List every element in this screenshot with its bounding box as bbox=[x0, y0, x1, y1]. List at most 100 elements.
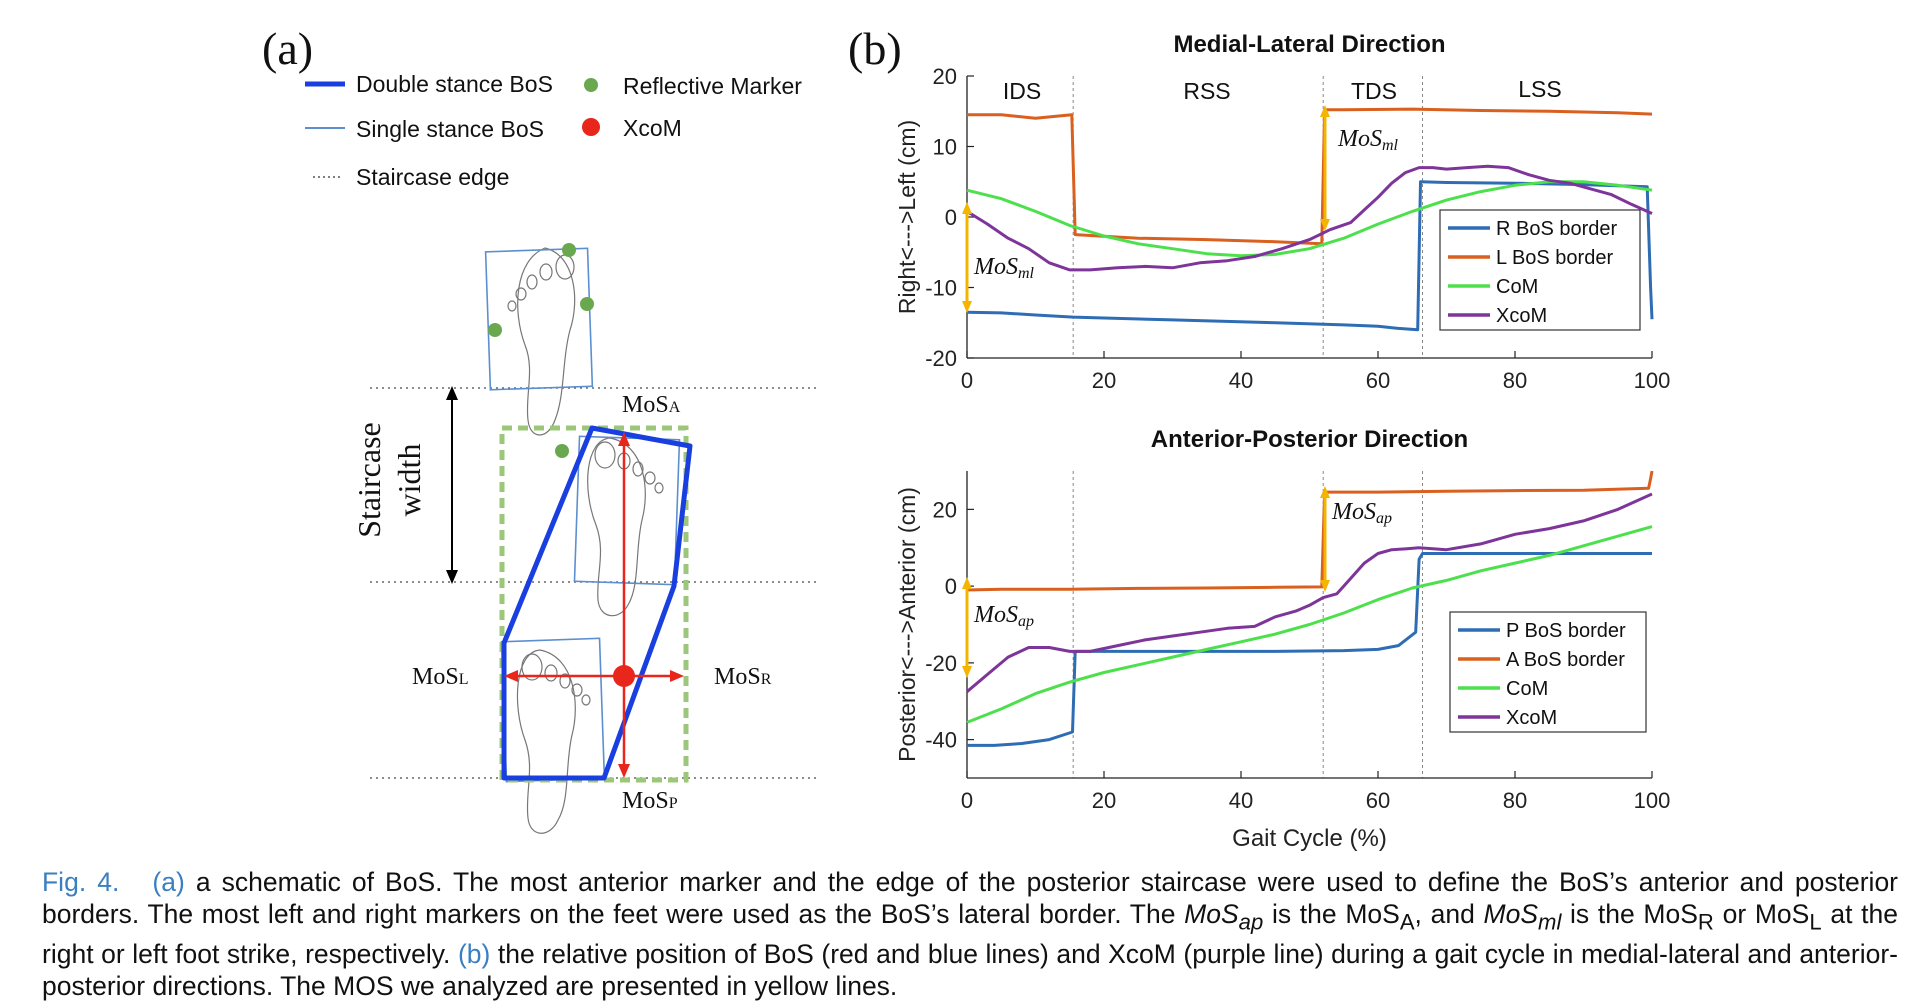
legend-label: CoM bbox=[1506, 678, 1548, 700]
chart-legend bbox=[1439, 209, 1641, 331]
mos-ml-label-right: MoSml bbox=[1337, 126, 1399, 154]
y-tick-label: 0 bbox=[945, 574, 957, 599]
x-tick-label: 0 bbox=[961, 788, 973, 813]
x-axis-label: Gait Cycle (%) bbox=[1232, 825, 1387, 852]
mos-yellow-labels: MoSml MoSml MoSap MoSap bbox=[973, 126, 1399, 630]
caption-ref-b: (b) bbox=[457, 939, 491, 970]
foot-middle-icon bbox=[587, 437, 664, 617]
figure-caption: Fig. 4. (a) a schematic of BoS. The most… bbox=[42, 866, 1898, 1002]
legend-label-staircase-edge: Staircase edge bbox=[356, 164, 509, 190]
phase-label-ids: IDS bbox=[1003, 78, 1041, 104]
x-tick-label: 100 bbox=[1634, 368, 1671, 393]
legend-label: XcoM bbox=[1496, 305, 1547, 327]
caption-sub: L bbox=[1809, 909, 1822, 935]
caption-ref-a: (a) bbox=[152, 867, 185, 897]
chart-legend bbox=[1449, 611, 1647, 733]
caption-fig-label: Fig. 4. bbox=[42, 867, 120, 897]
caption-text: , and bbox=[1414, 899, 1484, 929]
reflective-markers bbox=[488, 243, 594, 458]
caption-text: the relative position of BoS (red and bl… bbox=[42, 939, 1898, 1002]
staircase-width-label-line1: Staircase bbox=[351, 422, 387, 538]
y-tick-label: -40 bbox=[925, 728, 957, 753]
panel-a-legend: Double stance BoS Single stance BoS Stai… bbox=[305, 71, 802, 190]
single-stance-bos-top bbox=[484, 247, 594, 391]
figure: (a) Double stance BoS Single stance BoS … bbox=[262, 23, 1670, 852]
mos-ap-label-right: MoSap bbox=[1331, 499, 1392, 527]
reflective-marker bbox=[562, 243, 576, 257]
series-line bbox=[966, 525, 1653, 724]
xcom-dot bbox=[613, 665, 635, 687]
y-tick-label: -20 bbox=[925, 346, 957, 371]
x-tick-label: 100 bbox=[1634, 788, 1671, 813]
legend-swatch-marker bbox=[584, 78, 598, 92]
caption-text: at the right or left foot strike, respec… bbox=[42, 899, 1898, 970]
legend-label: A BoS border bbox=[1506, 649, 1625, 671]
staircase-width-arrow bbox=[446, 386, 458, 584]
x-tick-label: 40 bbox=[1229, 368, 1253, 393]
mos-a-label: MoSA bbox=[622, 392, 681, 418]
single-stance-bos-bottom bbox=[500, 637, 606, 783]
foot-top-icon bbox=[507, 247, 576, 436]
panel-a-label: (a) bbox=[262, 23, 313, 74]
caption-text: a schematic of BoS. The most anterior ma… bbox=[42, 867, 1899, 929]
legend-label-single-stance: Single stance BoS bbox=[356, 116, 544, 142]
x-tick-label: 80 bbox=[1503, 368, 1527, 393]
mos-labels-a: MoSA MoSL MoSR MoSP bbox=[412, 392, 772, 814]
legend-label: CoM bbox=[1496, 276, 1538, 298]
reflective-marker bbox=[555, 444, 569, 458]
chart-bottom: Anterior-Posterior Direction 0 20 40 60 80 100… bbox=[894, 426, 1670, 852]
reflective-marker bbox=[488, 323, 502, 337]
x-tick-label: 60 bbox=[1366, 368, 1390, 393]
mos-yellow-lines bbox=[962, 105, 1330, 678]
legend-label: R BoS border bbox=[1496, 218, 1618, 240]
panel-b-label: (b) bbox=[848, 23, 902, 74]
caption-text: is the MoS bbox=[1263, 899, 1400, 929]
phase-label-tds: TDS bbox=[1351, 78, 1397, 104]
x-tick-label: 20 bbox=[1092, 368, 1116, 393]
series-line bbox=[966, 180, 1653, 258]
x-tick-label: 80 bbox=[1503, 788, 1527, 813]
legend-label: P BoS border bbox=[1506, 620, 1626, 642]
reflective-marker bbox=[580, 297, 594, 311]
mos-r-label: MoSR bbox=[714, 664, 772, 690]
x-tick-label: 20 bbox=[1092, 788, 1116, 813]
bos-dashed-outline bbox=[499, 425, 689, 783]
y-axis-label: Posterior<--->Anterior (cm) bbox=[894, 487, 920, 762]
caption-text: is the MoS bbox=[1561, 899, 1698, 929]
caption-text: or MoS bbox=[1713, 899, 1810, 929]
legend-label: XcoM bbox=[1506, 707, 1557, 729]
y-tick-label: 10 bbox=[933, 135, 957, 160]
legend-label-marker: Reflective Marker bbox=[623, 73, 802, 99]
staircase-width-label-line2: width bbox=[391, 444, 427, 517]
panel-a: (a) Double stance BoS Single stance BoS … bbox=[262, 23, 820, 834]
mos-l-label: MoSL bbox=[412, 664, 468, 690]
chart-title: Anterior-Posterior Direction bbox=[1151, 426, 1468, 453]
phase-label-lss: LSS bbox=[1518, 76, 1561, 102]
legend-label-xcom: XcoM bbox=[623, 115, 682, 141]
legend-label-double-stance: Double stance BoS bbox=[356, 71, 553, 97]
phase-label-rss: RSS bbox=[1183, 78, 1230, 104]
y-tick-label: 0 bbox=[945, 205, 957, 230]
x-tick-label: 60 bbox=[1366, 788, 1390, 813]
caption-mos-ap: MoSap bbox=[1184, 899, 1264, 935]
y-tick-label: 20 bbox=[933, 497, 957, 522]
y-tick-label: -10 bbox=[925, 276, 957, 301]
legend-swatch-xcom bbox=[582, 118, 600, 136]
x-tick-label: 40 bbox=[1229, 788, 1253, 813]
staircase-edges bbox=[370, 387, 820, 779]
legend-label: L BoS border bbox=[1496, 247, 1613, 269]
series-line bbox=[966, 492, 1653, 693]
series-line bbox=[966, 164, 1653, 272]
double-stance-bos bbox=[501, 425, 693, 781]
x-tick-label: 0 bbox=[961, 368, 973, 393]
caption-sub: A bbox=[1399, 909, 1415, 935]
chart-title: Medial-Lateral Direction bbox=[1173, 31, 1445, 58]
caption-mos-ml: MoSml bbox=[1483, 899, 1562, 935]
caption-sub: R bbox=[1697, 909, 1714, 935]
y-tick-label: -20 bbox=[925, 651, 957, 676]
foot-bottom-icon bbox=[516, 649, 591, 834]
phase-labels: IDS RSS TDS LSS bbox=[1003, 76, 1562, 104]
series-line bbox=[967, 552, 1652, 747]
